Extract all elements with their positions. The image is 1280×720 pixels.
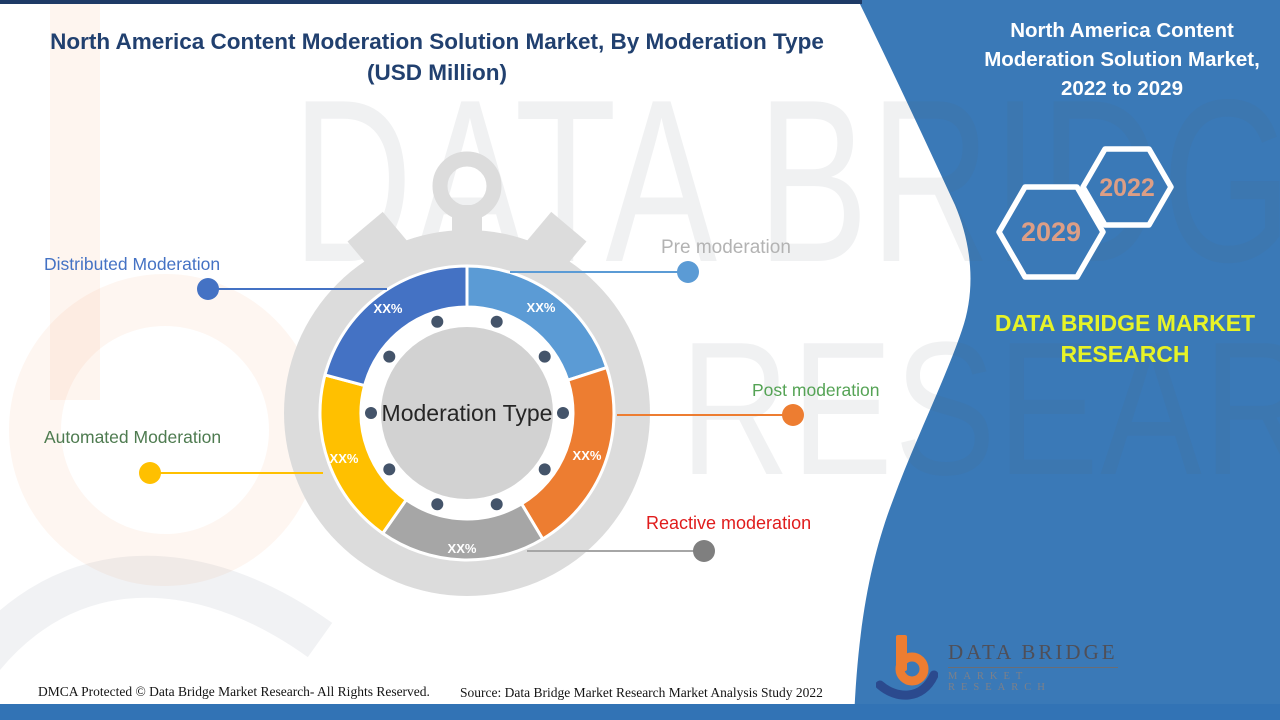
percent-label-distributed: XX%	[374, 301, 403, 316]
callout-lines	[150, 271, 793, 552]
logo-subtext: MARKET RESEARCH	[948, 670, 1051, 693]
page-title-line1: North America Content Moderation Solutio…	[50, 29, 824, 54]
percent-label-automated: XX%	[330, 451, 359, 466]
callout-dot-distributed	[197, 278, 219, 300]
page-title-line2: (USD Million)	[367, 60, 507, 85]
dial-center-disc	[381, 327, 553, 499]
footer-source-text: Source: Data Bridge Market Research Mark…	[460, 685, 823, 700]
footer-dmca-text: DMCA Protected © Data Bridge Market Rese…	[38, 684, 430, 699]
donut-segments	[318, 264, 616, 562]
callout-dot-pre	[677, 261, 699, 283]
logo-b-bowl	[895, 652, 929, 686]
label-reactive-moderation: Reactive moderation	[646, 513, 812, 533]
dial-dot	[383, 350, 396, 363]
brand-text-line2: RESEARCH	[1060, 341, 1190, 367]
dial-dot	[365, 407, 377, 419]
callout-dot-post	[782, 404, 804, 426]
stopwatch-crown-ring	[432, 151, 502, 221]
callout-dot-reactive	[693, 540, 715, 562]
hexagon-year-2022: 2022	[1099, 174, 1155, 202]
page-title: North America Content Moderation Solutio…	[10, 26, 864, 88]
dial-dots	[365, 315, 569, 511]
dial-dot	[538, 350, 551, 363]
stopwatch-left-button	[347, 211, 409, 273]
brand-text-line1: DATA BRIDGE MARKET	[994, 310, 1256, 336]
percent-label-reactive: XX%	[448, 541, 477, 556]
brand-text: DATA BRIDGE MARKET RESEARCH	[965, 308, 1280, 370]
dial-dot	[490, 315, 503, 328]
percent-labels: XX% XX% XX% XX% XX%	[330, 300, 602, 556]
hexagon-year-2029: 2029	[1021, 217, 1081, 247]
label-distributed-moderation: Distributed Moderation	[44, 254, 221, 274]
dbmr-logo-text: DATA BRIDGE MARKET RESEARCH	[948, 640, 1136, 693]
callout-markers	[139, 261, 804, 562]
dial-dot	[431, 498, 444, 511]
dial-dot	[490, 498, 503, 511]
dbmr-logo-mark	[876, 635, 938, 700]
top-accent-bar	[0, 0, 862, 4]
dial-dot	[431, 315, 444, 328]
side-panel-heading: North America Content Moderation Solutio…	[984, 19, 1260, 100]
label-automated-moderation: Automated Moderation	[44, 427, 222, 447]
logo-wordmark: DATA BRIDGE	[948, 640, 1118, 668]
stopwatch-right-button	[525, 211, 587, 273]
dbmr-logo: DATA BRIDGE MARKET RESEARCH	[876, 626, 1136, 706]
chart-center-label: Moderation Type	[382, 400, 553, 426]
callout-dot-automated	[139, 462, 161, 484]
dial-dot	[557, 407, 569, 419]
percent-label-post: XX%	[573, 448, 602, 463]
segment-distributed-moderation	[323, 264, 469, 388]
forecast-hexagons: 2029 2022	[996, 146, 1174, 280]
dial-dot	[383, 463, 396, 476]
dial-dot	[538, 463, 551, 476]
label-post-moderation: Post moderation	[752, 380, 880, 400]
percent-label-pre: XX%	[527, 300, 556, 315]
label-pre-moderation: Pre moderation	[661, 237, 791, 258]
